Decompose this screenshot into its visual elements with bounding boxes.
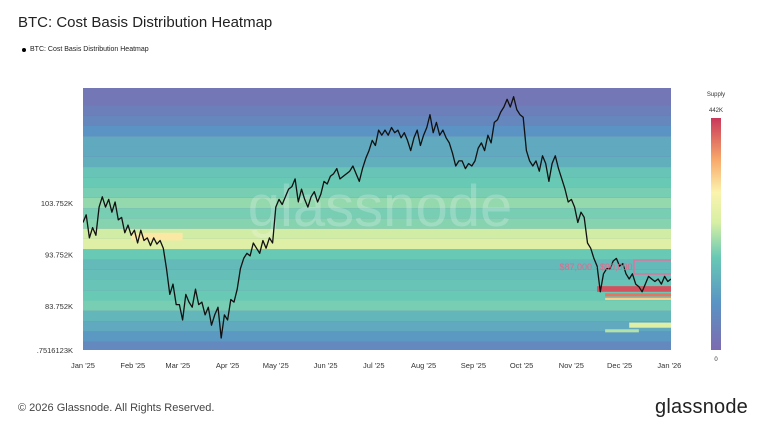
heat-band: [83, 146, 671, 157]
y-axis: 103.752K 93.752K 83.752K .7516123K: [37, 199, 73, 355]
heat-band: [83, 125, 671, 137]
heat-band: [83, 331, 671, 342]
y-tick-label: 103.752K: [41, 199, 73, 208]
x-tick-label: Sep '25: [461, 361, 486, 370]
x-tick-label: Nov '25: [559, 361, 584, 370]
x-axis: Jan '25 Feb '25 Mar '25 Apr '25 May '25 Jun '…: [71, 361, 681, 370]
legend-marker: [22, 47, 26, 52]
heat-band: [83, 300, 671, 311]
y-tick-label: 93.752K: [45, 251, 73, 260]
hot-spot: [605, 329, 639, 333]
brand-logo: glassnode: [655, 396, 748, 418]
heat-band: [83, 197, 671, 209]
colorbar: [711, 118, 721, 350]
heat-band: [83, 290, 671, 301]
x-tick-label: Aug '25: [411, 361, 436, 370]
x-tick-label: Apr '25: [216, 361, 240, 370]
heat-band: [83, 105, 671, 116]
heat-band: [83, 177, 671, 188]
heat-band: [83, 269, 671, 280]
heat-band: [83, 279, 671, 291]
price-line: [83, 96, 671, 339]
x-tick-label: Jan '26: [657, 361, 681, 370]
heat-band: [83, 310, 671, 322]
annotation-box: [633, 259, 671, 275]
x-tick-label: Dec '25: [607, 361, 632, 370]
x-tick-label: May '25: [263, 361, 289, 370]
colorbar-title: Supply: [707, 92, 725, 98]
annotation-label: $87,000 - $90,000: [559, 262, 632, 272]
x-tick-label: Jan '25: [71, 361, 95, 370]
colorbar-max-label: 442K: [709, 108, 723, 114]
x-tick-label: Jul '25: [363, 361, 384, 370]
y-tick-label: 83.752K: [45, 302, 73, 311]
heat-band: [83, 187, 671, 198]
colorbar-min-label: 0: [714, 357, 718, 363]
heat-band: [83, 341, 671, 350]
legend-label: BTC: Cost Basis Distribution Heatmap: [30, 46, 149, 53]
heat-band: [83, 228, 671, 239]
x-tick-label: Mar '25: [165, 361, 190, 370]
hot-spot: [605, 293, 671, 297]
hot-spot: [597, 286, 671, 292]
price-series: [83, 96, 671, 339]
heat-band: [83, 156, 671, 168]
copyright: © 2026 Glassnode. All Rights Reserved.: [18, 402, 215, 414]
y-tick-label: .7516123K: [37, 346, 73, 355]
x-tick-label: Feb '25: [120, 361, 145, 370]
heat-bands: [83, 88, 671, 350]
heat-band: [83, 208, 671, 219]
x-tick-label: Jun '25: [314, 361, 338, 370]
watermark: glassnode: [248, 174, 512, 239]
hot-spot: [629, 322, 671, 328]
heat-band: [83, 321, 671, 332]
hot-spot: [131, 232, 183, 241]
heat-band: [83, 167, 671, 178]
chart-title: BTC: Cost Basis Distribution Heatmap: [18, 14, 273, 31]
hot-spots: [131, 232, 671, 333]
plot-area: glassnode $87,000 - $90,000: [83, 88, 671, 350]
legend[interactable]: BTC: Cost Basis Distribution Heatmap: [22, 46, 149, 53]
heat-band: [83, 115, 671, 126]
x-tick-label: Oct '25: [510, 361, 534, 370]
heat-band: [83, 218, 671, 229]
heat-band: [83, 88, 671, 106]
heat-band: [83, 249, 671, 260]
heat-band: [83, 238, 671, 250]
heatmap-chart[interactable]: glassnode $87,000 - $90,000 103.752K 93.7…: [0, 0, 768, 380]
heat-band: [83, 259, 671, 270]
hot-spot: [605, 297, 671, 301]
heat-band: [83, 136, 671, 147]
